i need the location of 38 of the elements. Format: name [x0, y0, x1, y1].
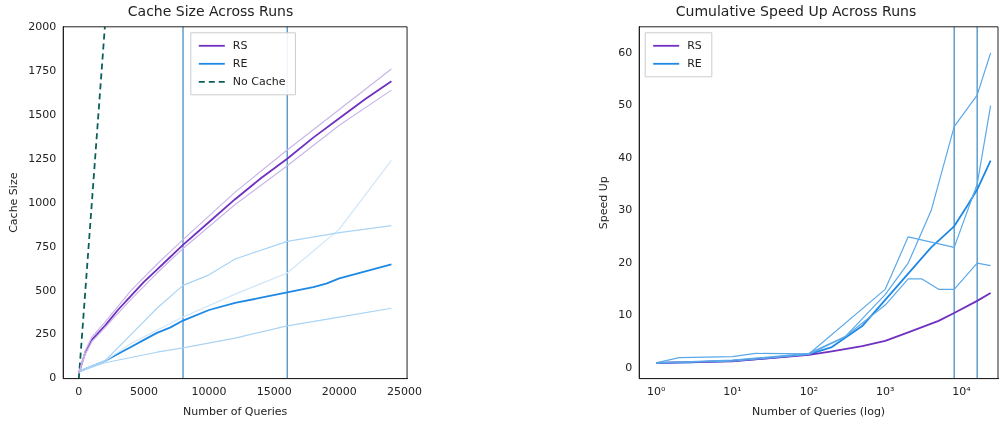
- legend-label: RS: [232, 38, 248, 52]
- y-tick-label: 10: [618, 308, 633, 322]
- y-tick-label: 1500: [28, 107, 57, 121]
- x-tick-label: 10¹: [723, 385, 742, 399]
- y-tick-label: 20: [618, 255, 633, 269]
- chart-title: Cumulative Speed Up Across Runs: [675, 3, 917, 20]
- y-axis-title: Cache Size: [7, 172, 21, 233]
- y-tick-label: 2000: [28, 19, 57, 33]
- y-axis-title: Speed Up: [597, 176, 611, 230]
- y-tick-label: 0: [49, 371, 57, 385]
- y-tick-label: 60: [618, 45, 633, 59]
- y-tick-label: 1000: [28, 195, 57, 209]
- x-tick-label: 10⁰: [646, 385, 666, 399]
- y-tick-label: 500: [35, 283, 57, 297]
- x-tick-label: 10⁴: [952, 385, 972, 399]
- x-tick-label: 10³: [876, 385, 895, 399]
- legend-label: RS: [687, 38, 702, 52]
- x-tick-label: 20000: [321, 385, 357, 399]
- y-tick-label: 1250: [28, 151, 57, 165]
- y-tick-label: 50: [618, 98, 633, 112]
- x-tick-label: 0: [75, 385, 83, 399]
- x-axis-title: Number of Queries (log): [752, 405, 886, 419]
- x-tick-label: 15000: [256, 385, 292, 399]
- legend-label: RE: [687, 56, 702, 70]
- x-tick-label: 25000: [386, 385, 422, 399]
- x-tick-label: 5000: [129, 385, 158, 399]
- chart-title: Cache Size Across Runs: [127, 3, 294, 20]
- y-tick-label: 0: [625, 360, 633, 374]
- legend-label: RE: [232, 56, 248, 70]
- y-tick-label: 1750: [28, 63, 57, 77]
- y-tick-label: 30: [618, 203, 633, 217]
- x-tick-label: 10000: [191, 385, 227, 399]
- y-tick-label: 750: [35, 239, 57, 253]
- legend-label: No Cache: [232, 74, 286, 88]
- x-axis-title: Number of Queries: [182, 405, 288, 419]
- y-tick-label: 40: [618, 150, 633, 164]
- x-tick-label: 10²: [799, 385, 819, 399]
- y-tick-label: 250: [35, 327, 57, 341]
